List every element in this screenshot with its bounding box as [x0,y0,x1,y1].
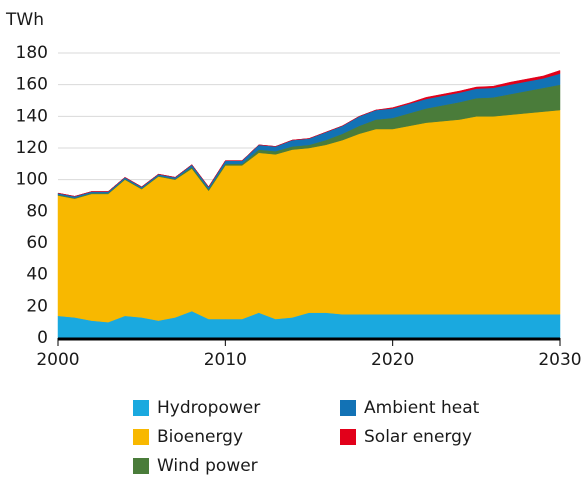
x-tick-label: 2030 [538,350,581,370]
legend-label: Bioenergy [157,427,243,447]
legend-swatch [133,400,149,416]
x-tick-label: 2010 [204,350,247,370]
area [57,70,561,197]
y-tick-label: 100 [16,170,48,190]
x-tick-label: 2000 [36,350,79,370]
y-tick-label: 160 [16,75,48,95]
legend-swatch [133,429,149,445]
y-tick-label: 40 [26,265,48,285]
y-tick-label: 180 [16,43,48,63]
legend-label: Solar energy [364,427,472,447]
legend-label: Ambient heat [364,398,480,418]
y-tick-label: 0 [37,328,48,348]
y-tick-label: 20 [26,296,48,316]
y-tick-label: 120 [16,138,48,158]
y-tick-label: 140 [16,106,48,126]
x-tick-label: 2020 [371,350,414,370]
legend-swatch [133,458,149,474]
legend-label: Hydropower [157,398,260,418]
y-tick-label: 80 [26,201,48,221]
y-axis-label: TWh [5,10,44,30]
legend-label: Wind power [157,456,258,476]
legend-swatch [340,429,356,445]
y-tick-label: 60 [26,233,48,253]
legend-swatch [340,400,356,416]
